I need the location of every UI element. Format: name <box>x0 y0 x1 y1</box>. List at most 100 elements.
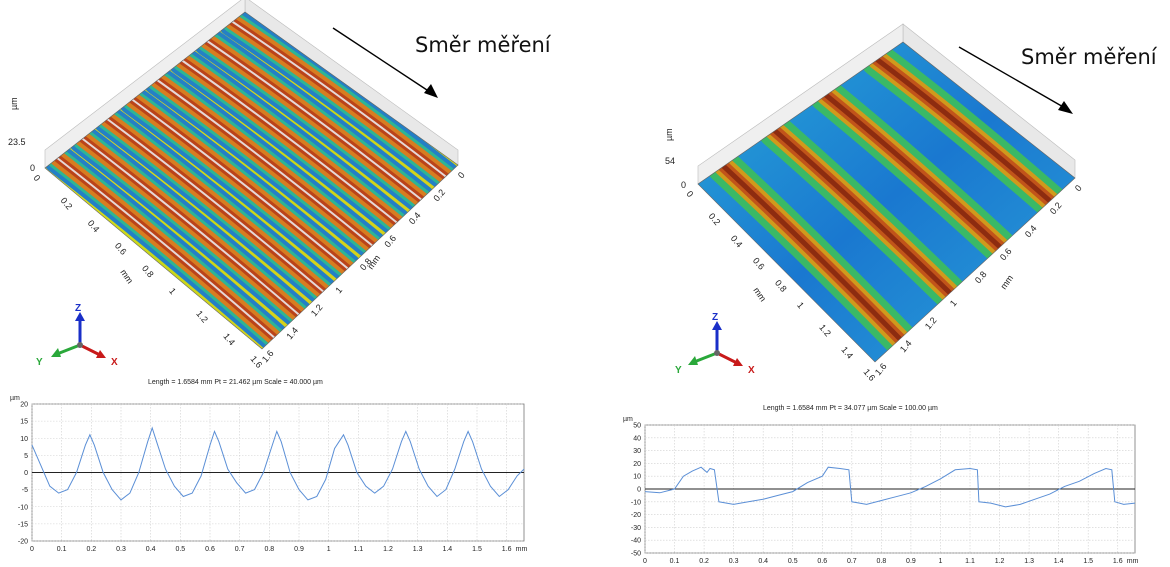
surface-tick-label: 1.4 <box>284 325 300 341</box>
triad-z-label: Z <box>75 303 81 314</box>
x-tick-label: 0.2 <box>699 558 709 565</box>
x-tick-label: 1.6 <box>1113 558 1123 565</box>
x-tick-label: 1.6 <box>502 546 512 553</box>
surface-tick-label: 0 <box>684 189 695 199</box>
surface-tick-label: 0.4 <box>86 218 102 234</box>
y-tick-label: 0 <box>637 487 641 494</box>
surface-3d <box>697 23 1076 363</box>
x-tick-label: 0.4 <box>758 558 768 565</box>
x-tick-label: 0.4 <box>146 546 156 553</box>
x-tick-label: 0.6 <box>205 546 215 553</box>
surface-ridges <box>706 42 1067 356</box>
profile-series-line <box>31 426 525 501</box>
surface-tick-label: 1.4 <box>898 338 914 354</box>
y-tick-label: -15 <box>18 521 28 528</box>
surface-tick-label: 1.4 <box>839 345 855 361</box>
surface-3d <box>44 0 459 350</box>
surface-tick-label: 1.2 <box>923 315 939 331</box>
surface-ridge <box>181 59 398 224</box>
surface-tick-label: 0.2 <box>1048 200 1064 216</box>
surface-tick-label: 0.2 <box>707 211 723 227</box>
surface-tick-label: 1 <box>333 285 344 295</box>
surface-ridge <box>721 163 903 342</box>
left-axis-unit: mm <box>118 267 135 285</box>
triad-x-label: X <box>111 357 118 368</box>
x-tick-label: 1 <box>327 546 331 553</box>
surface-tick-label: 0.2 <box>431 187 447 203</box>
right-axis-unit: mm <box>998 273 1015 291</box>
x-tick-label: 0.9 <box>906 558 916 565</box>
direction-label: Směr měření <box>415 33 552 57</box>
z-unit-label: µm <box>664 128 674 141</box>
surface-tick-label: 1 <box>795 300 806 310</box>
y-tick-label: -10 <box>18 504 28 511</box>
surface-tick-label: 0 <box>456 170 467 180</box>
surface-ridges <box>45 12 458 349</box>
x-tick-label: 1.4 <box>1054 558 1064 565</box>
panel-left-canvas: Směr měření µm 23.5 0 0 0.2 0.4 0.6 0.8 1 1.2 1… <box>8 0 552 553</box>
x-tick-label: 0.2 <box>86 546 96 553</box>
y-tick-label: 50 <box>633 423 641 430</box>
y-tick-label: -5 <box>22 487 28 494</box>
surface-tick-label: 1 <box>948 298 959 308</box>
surface-ridge <box>131 98 349 270</box>
surface-tick-label: 0.4 <box>1023 223 1039 239</box>
y-tick-label: 20 <box>20 402 28 409</box>
surface-tick-label: 0.8 <box>140 263 156 279</box>
surface-tick-label: 0.6 <box>113 241 129 257</box>
surface-ridge <box>874 57 1053 204</box>
surface-ridge <box>231 20 447 178</box>
triad-x-label: X <box>748 365 755 376</box>
x-tick-label: 1.5 <box>472 546 482 553</box>
x-unit-label: mm <box>516 546 528 553</box>
surface-tick-label: 0.6 <box>382 233 398 249</box>
profile-caption: Length = 1.6584 mm Pt = 34.077 µm Scale … <box>763 405 938 412</box>
x-tick-label: 0.5 <box>175 546 185 553</box>
x-tick-label: 0.5 <box>788 558 798 565</box>
x-tick-label: 0.9 <box>294 546 304 553</box>
x-tick-label: 0.3 <box>729 558 739 565</box>
surface-tick-label: 1.4 <box>221 331 237 347</box>
direction-arrow <box>332 27 438 98</box>
y-tick-label: -20 <box>18 539 28 546</box>
axis-triad: Z X Y <box>675 312 755 376</box>
surface-ridge <box>56 157 276 339</box>
y-tick-label: -10 <box>631 499 641 506</box>
x-unit-label: mm <box>1127 558 1139 565</box>
triad-y-label: Y <box>36 357 43 368</box>
y-tick-label: -30 <box>631 525 641 532</box>
y-tick-label: 15 <box>20 419 28 426</box>
y-tick-label: 10 <box>633 474 641 481</box>
surface-ridge <box>156 79 374 247</box>
surface-tick-label: 1.2 <box>309 302 325 318</box>
surface-ridge <box>106 118 325 293</box>
z-max-label: 23.5 <box>8 137 26 147</box>
surface-tick-label: 0.6 <box>998 246 1014 262</box>
surface-tick-label: 0.4 <box>729 233 745 249</box>
y-unit-label: µm <box>623 416 633 423</box>
y-tick-label: -50 <box>631 551 641 558</box>
x-tick-label: 1.1 <box>353 546 363 553</box>
y-tick-label: 0 <box>24 470 28 477</box>
triad-z-label: Z <box>712 312 718 323</box>
axis-triad: Z X Y <box>36 303 118 368</box>
surface-ridge <box>81 137 300 316</box>
x-tick-label: 0.7 <box>847 558 857 565</box>
surface-tick-label: 0.8 <box>973 269 989 285</box>
x-tick-label: 1 <box>939 558 943 565</box>
panel-right-canvas: Směr měření µm 54 0 0 0.2 0.4 0.6 0.8 1 1.2 1.4… <box>623 23 1158 565</box>
profile-caption: Length = 1.6584 mm Pt = 21.462 µm Scale … <box>148 379 323 386</box>
z-min-label: 0 <box>681 180 686 190</box>
triad-y-label: Y <box>675 365 682 376</box>
z-unit-label: µm <box>9 97 19 110</box>
y-tick-label: 5 <box>24 453 28 460</box>
panel-right: Směr měření µm 54 0 0 0.2 0.4 0.6 0.8 1 1.2 1.4… <box>585 0 1170 567</box>
z-min-label: 0 <box>30 163 35 173</box>
x-tick-label: 0.6 <box>817 558 827 565</box>
x-tick-label: 1.1 <box>965 558 975 565</box>
y-tick-label: -20 <box>631 512 641 519</box>
x-tick-label: 1.3 <box>1024 558 1034 565</box>
y-unit-label: µm <box>10 395 20 402</box>
surface-tick-label: 0 <box>31 173 42 183</box>
